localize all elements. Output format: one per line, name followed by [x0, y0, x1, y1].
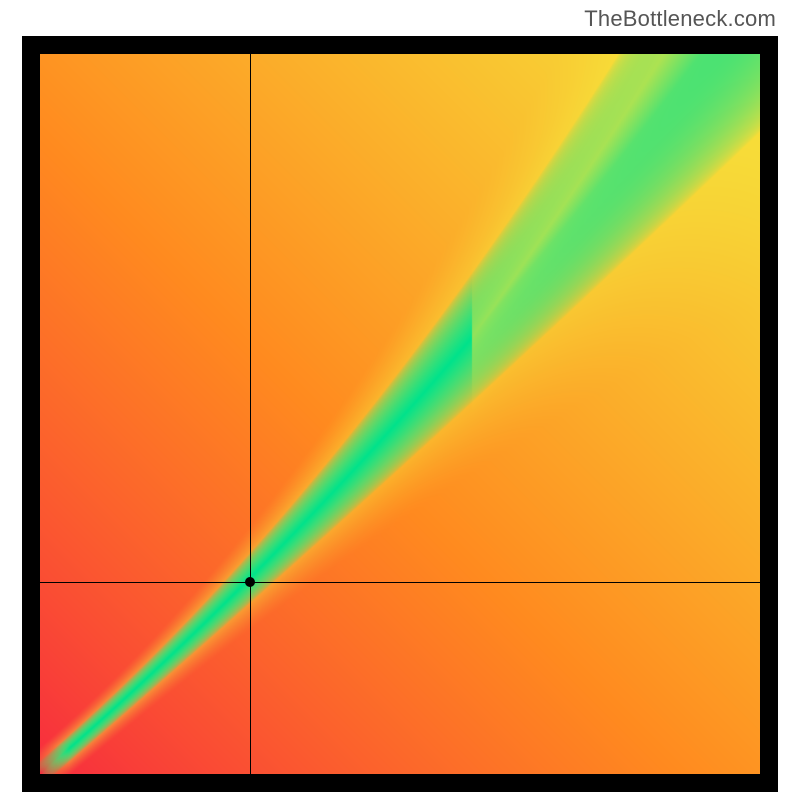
crosshair-vertical: [250, 54, 251, 774]
watermark-text: TheBottleneck.com: [584, 6, 776, 32]
plot-frame: [22, 36, 778, 792]
plot-inner: [40, 54, 760, 774]
heatmap-canvas: [40, 54, 760, 774]
marker-point: [245, 577, 255, 587]
crosshair-horizontal: [40, 582, 760, 583]
chart-container: TheBottleneck.com: [0, 0, 800, 800]
